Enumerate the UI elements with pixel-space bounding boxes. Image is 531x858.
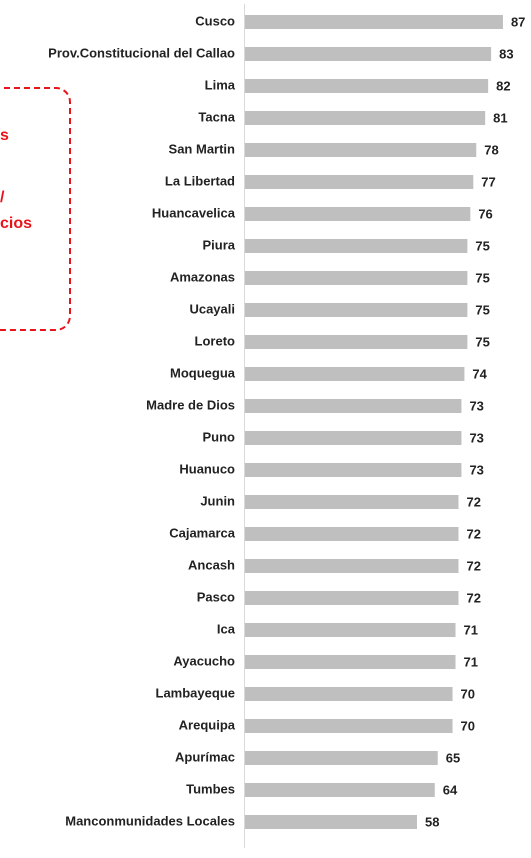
category-label: Huancavelica [152,205,236,220]
annotation-box [0,87,71,331]
value-label: 77 [481,174,495,189]
category-label: Ayacucho [173,653,235,668]
category-label: Arequipa [179,717,236,732]
category-label: Ucayali [189,301,235,316]
category-label: Amazonas [170,269,235,284]
value-label: 74 [472,366,487,381]
bar [245,399,462,413]
value-label: 83 [499,46,513,61]
category-label: Piura [202,237,235,252]
bar [245,271,468,285]
bar [245,367,465,381]
category-label: Huanuco [179,461,235,476]
value-label: 75 [475,238,489,253]
value-label: 73 [469,398,483,413]
value-label: 76 [478,206,492,221]
category-label: Lambayeque [156,685,235,700]
value-label: 64 [443,782,458,797]
category-label: Cajamarca [169,525,236,540]
bar [245,719,453,733]
bar [245,655,456,669]
category-label: Cusco [195,13,235,28]
bar [245,495,459,509]
bar [245,335,468,349]
bar [245,431,462,445]
bar [245,687,453,701]
category-label: Prov.Constitucional del Callao [48,45,235,60]
category-label: Ancash [188,557,235,572]
bar [245,143,477,157]
category-label: Tumbes [186,781,235,796]
category-label: Puno [203,429,236,444]
bar [245,623,456,637]
bar [245,79,489,93]
bar [245,111,486,125]
value-label: 72 [466,590,480,605]
value-label: 71 [464,654,478,669]
value-label: 71 [464,622,478,637]
bar [245,591,459,605]
bar [245,175,474,189]
value-label: 65 [446,750,460,765]
category-label: Loreto [195,333,236,348]
category-label: Pasco [197,589,235,604]
bar [245,239,468,253]
bar [245,15,503,29]
value-label: 78 [484,142,498,157]
value-label: 70 [461,686,475,701]
category-label: Junin [200,493,235,508]
bar [245,783,435,797]
category-label: Madre de Dios [146,397,235,412]
category-label: Manconmunidades Locales [65,813,235,828]
bar [245,815,417,829]
value-label: 82 [496,78,510,93]
bar [245,559,459,573]
bar [245,47,492,61]
annotation: cios [0,215,32,232]
bar [245,463,462,477]
value-label: 73 [469,462,483,477]
value-label: 75 [475,270,489,285]
category-label: Apurímac [175,749,235,764]
value-label: 75 [475,302,489,317]
category-label: Ica [217,621,236,636]
category-label: La Libertad [165,173,235,188]
category-label: San Martin [169,141,236,156]
value-label: 75 [475,334,489,349]
value-label: 72 [466,526,480,541]
value-label: 73 [469,430,483,445]
value-label: 70 [461,718,475,733]
bar [245,527,459,541]
bar [245,303,468,317]
value-label: 72 [466,558,480,573]
bar [245,207,471,221]
bar [245,751,438,765]
category-label: Moquegua [170,365,236,380]
value-label: 72 [466,494,480,509]
value-label: 81 [493,110,507,125]
value-label: 58 [425,814,439,829]
annotation: / [0,189,5,206]
value-label: 87 [511,14,525,29]
annotation: s [0,127,9,144]
category-label: Lima [205,77,236,92]
category-label: Tacna [198,109,235,124]
